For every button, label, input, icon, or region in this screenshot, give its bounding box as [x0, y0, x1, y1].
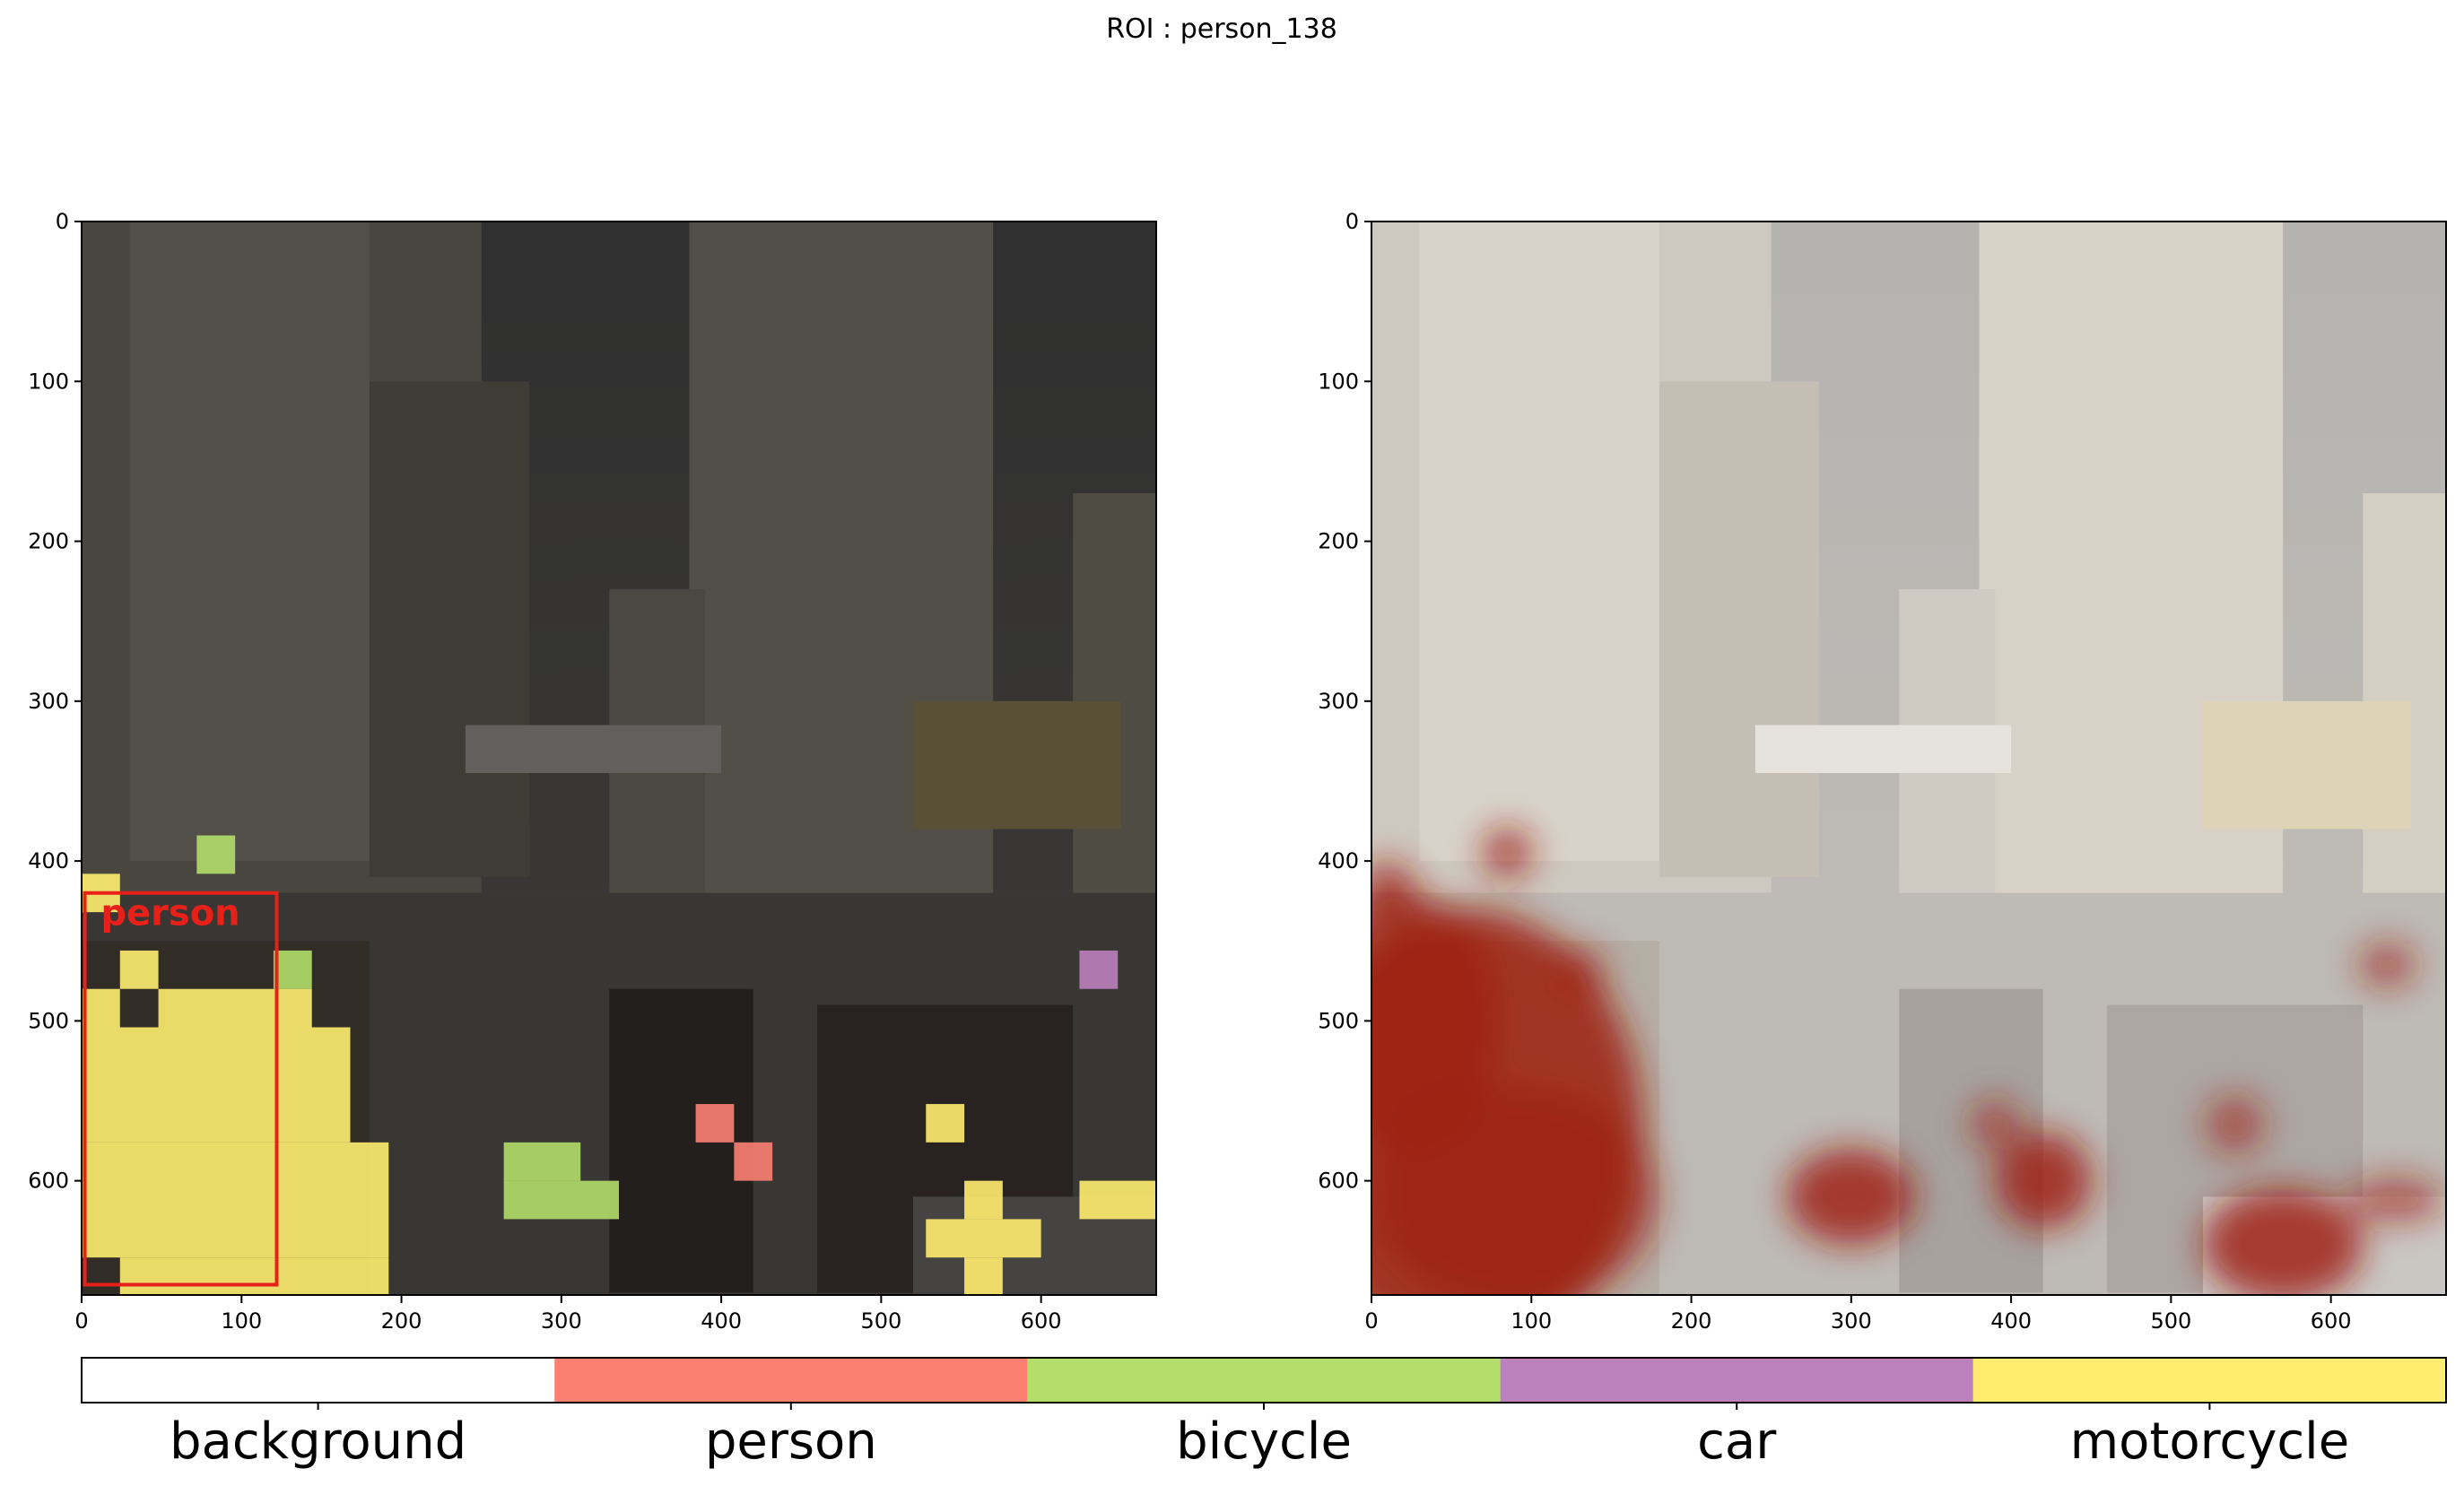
- right-ytick-label: 500: [1318, 1008, 1359, 1033]
- left-xtick-label: 300: [541, 1308, 582, 1334]
- heat-spot: [2203, 1188, 2364, 1295]
- segment-motorcycle: [964, 1257, 1003, 1296]
- heat-spot: [1995, 1133, 2092, 1230]
- segment-motorcycle: [926, 1104, 965, 1143]
- right-xtick-label: 400: [1990, 1308, 2032, 1334]
- left-axes-frame: [81, 221, 1157, 1296]
- segmentation-overlay: [82, 835, 1156, 1296]
- heat-spot: [2346, 1178, 2443, 1222]
- right-xtick-label: 200: [1671, 1308, 1712, 1334]
- right-xtick-label: 100: [1511, 1308, 1552, 1334]
- segment-motorcycle: [1079, 1180, 1156, 1220]
- right-xtick-label: 600: [2311, 1308, 2352, 1334]
- heat-spot: [1554, 947, 1606, 999]
- colorbar-swatch-person: [554, 1358, 1028, 1403]
- segment-motorcycle: [926, 1219, 1041, 1258]
- heat-spot: [2206, 1096, 2264, 1154]
- roi-label: person: [100, 892, 239, 934]
- colorbar-label-car: car: [1697, 1412, 1777, 1471]
- right-photo: [1371, 222, 2446, 1295]
- segment-bicycle: [503, 1180, 619, 1220]
- left-ytick-label: 100: [28, 369, 69, 394]
- colorbar-label-person: person: [705, 1412, 877, 1471]
- right-ytick-label: 600: [1318, 1169, 1359, 1194]
- heat-spot: [1969, 1099, 2021, 1151]
- left-xtick-label: 0: [74, 1308, 88, 1334]
- heat-spot: [1787, 1148, 1916, 1245]
- segment-car: [1079, 950, 1119, 989]
- left-xtick-label: 600: [1021, 1308, 1062, 1334]
- colorbar-swatch-car: [1500, 1358, 1973, 1403]
- segment-motorcycle: [82, 1027, 351, 1143]
- segment-bicycle: [196, 835, 236, 874]
- segment-bicycle: [503, 1142, 581, 1181]
- left-xtick-label: 400: [701, 1308, 742, 1334]
- left-axis-ticks: 0 100 200 300 400 500 600 0 100 200 300 400 500 600: [28, 209, 1061, 1334]
- segment-motorcycle: [158, 988, 312, 1028]
- segment-motorcycle: [82, 1142, 389, 1258]
- right-xtick-label: 0: [1364, 1308, 1378, 1334]
- right-xtick-label: 500: [2150, 1308, 2191, 1334]
- attention-heatmap: [1371, 827, 2443, 1295]
- left-ytick-label: 500: [28, 1008, 69, 1033]
- colorbar-swatch-motorcycle: [1972, 1358, 2446, 1403]
- colorbar-label-motorcycle: motorcycle: [2070, 1412, 2350, 1471]
- segment-motorcycle: [119, 950, 159, 989]
- left-photo: [82, 222, 1156, 1295]
- colorbar-frame: [81, 1357, 2447, 1403]
- right-ytick-label: 300: [1318, 689, 1359, 714]
- left-ytick-label: 0: [56, 209, 69, 234]
- left-xtick-label: 500: [860, 1308, 901, 1334]
- right-ytick-label: 0: [1345, 209, 1359, 234]
- left-ytick-label: 200: [28, 529, 69, 554]
- colorbar-label-bicycle: bicycle: [1176, 1412, 1352, 1471]
- segment-person: [695, 1104, 735, 1143]
- class-colorbar: background person bicycle car motorcycle: [81, 1357, 2447, 1471]
- left-ytick-label: 600: [28, 1169, 69, 1194]
- right-axes-frame: [1371, 221, 2447, 1296]
- right-axis-ticks: 0 100 200 300 400 500 600 0 100 200 300 400 500 600: [1318, 209, 2351, 1334]
- heat-spot: [2357, 943, 2416, 987]
- right-ytick-label: 400: [1318, 848, 1359, 873]
- left-ytick-label: 300: [28, 689, 69, 714]
- segment-motorcycle: [119, 1257, 389, 1296]
- right-ytick-label: 200: [1318, 529, 1359, 554]
- segment-motorcycle: [82, 988, 120, 1028]
- figure-suptitle: ROI : person_138: [1106, 13, 1337, 45]
- segment-motorcycle: [964, 1180, 1003, 1220]
- colorbar-label-background: background: [170, 1412, 466, 1471]
- segment-bicycle: [273, 950, 312, 989]
- heat-spot: [1371, 861, 1416, 925]
- left-xtick-label: 100: [221, 1308, 262, 1334]
- colorbar-swatch-background: [82, 1358, 555, 1403]
- left-xtick-label: 200: [381, 1308, 422, 1334]
- heat-spot: [1482, 827, 1534, 879]
- segment-person: [734, 1142, 773, 1181]
- right-ytick-label: 100: [1318, 369, 1359, 394]
- roi-box: person: [83, 891, 279, 1287]
- left-panel: person 0 100 200 300 400 500 600 0 100 200 300 400 5…: [28, 209, 1157, 1334]
- left-ytick-label: 400: [28, 848, 69, 873]
- heat-spot: [1371, 892, 1500, 1149]
- heat-spot: [1371, 1084, 1659, 1295]
- right-xtick-label: 300: [1831, 1308, 1872, 1334]
- right-panel: 0 100 200 300 400 500 600 0 100 200 300 400 500 600: [1318, 209, 2447, 1334]
- colorbar-swatch-bicycle: [1027, 1358, 1501, 1403]
